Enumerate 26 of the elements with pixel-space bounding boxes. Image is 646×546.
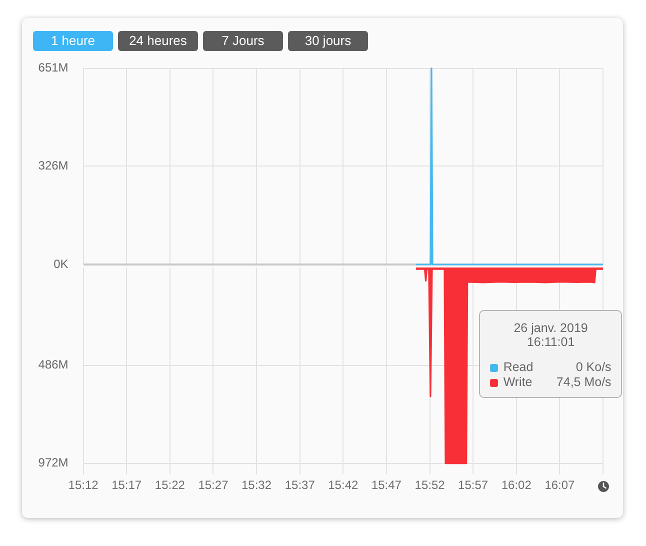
x-tick-label: 15:22	[154, 478, 186, 492]
y-tick-label: 651M	[38, 60, 68, 75]
y-tick-label: 0K	[54, 256, 68, 271]
x-tick-label: 16:02	[501, 478, 532, 492]
period-button: 1 heure	[33, 31, 113, 51]
x-tick-label: 15:27	[198, 478, 229, 492]
x-tick-label: 15:47	[371, 478, 402, 492]
text: Read	[503, 360, 534, 374]
x-tick-label: 15:32	[242, 478, 272, 492]
annotation: 0 Ko/s	[576, 360, 612, 375]
y-tick-label: 326M	[38, 158, 68, 173]
x-tick-label: 15:42	[328, 478, 358, 492]
legend-title: 26 janv. 2019 16:11:01	[512, 320, 589, 348]
period-button: 7 Jours	[203, 31, 283, 51]
x-tick-label: 15:37	[284, 478, 316, 492]
y-tick-label: 486M	[38, 358, 68, 372]
x-tick-label: 15:52	[414, 478, 446, 492]
annotation: 74,5 Mo/s	[556, 375, 612, 390]
y-tick-label: 972M	[38, 456, 68, 470]
x-tick-label: 15:17	[112, 478, 142, 492]
period-button: 30 jours	[288, 31, 368, 51]
x-tick-label: 16:07	[544, 478, 576, 492]
x-tick-label: 15:12	[68, 478, 99, 492]
x-tick-label: 15:57	[458, 478, 488, 492]
period-button: 24 heures	[118, 31, 198, 51]
legend-label: Write	[503, 375, 532, 390]
